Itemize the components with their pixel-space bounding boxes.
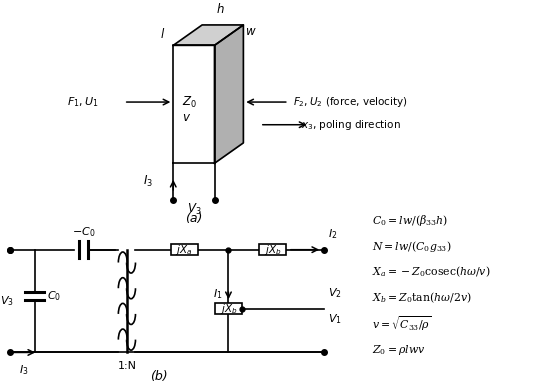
Text: $C_0$: $C_0$ [47, 289, 61, 303]
Text: $I_3$: $I_3$ [142, 174, 153, 189]
Text: (b): (b) [150, 370, 167, 383]
Text: $I_1$: $I_1$ [213, 287, 222, 301]
Text: $Z_0 = \rho lwv$: $Z_0 = \rho lwv$ [372, 343, 426, 357]
Text: $N = lw/(C_0g_{33})$: $N = lw/(C_0g_{33})$ [372, 239, 452, 254]
Text: $w$: $w$ [245, 25, 257, 38]
Text: $jX_b$: $jX_b$ [220, 302, 237, 316]
Polygon shape [173, 25, 244, 45]
Text: $V_1$: $V_1$ [328, 313, 342, 326]
Text: $V_3$: $V_3$ [0, 294, 14, 308]
Text: $Z_0$: $Z_0$ [182, 95, 196, 109]
Text: $V_3$: $V_3$ [186, 202, 201, 217]
Text: $X_a = -Z_0\mathrm{cosec}(h\omega/v)$: $X_a = -Z_0\mathrm{cosec}(h\omega/v)$ [372, 265, 491, 280]
Text: $V_2$: $V_2$ [328, 287, 342, 300]
Bar [170, 244, 197, 255]
Text: $v = \sqrt{C_{33}/\rho}$: $v = \sqrt{C_{33}/\rho}$ [372, 314, 432, 333]
Text: $F_2, U_2$ (force, velocity): $F_2, U_2$ (force, velocity) [293, 95, 408, 109]
Text: $jX_b$: $jX_b$ [264, 243, 282, 256]
Text: $F_1, U_1$: $F_1, U_1$ [67, 95, 98, 109]
Bar [260, 244, 287, 255]
Text: $v$: $v$ [182, 111, 191, 124]
Text: $-C_0$: $-C_0$ [72, 225, 96, 239]
Text: $jX_a$: $jX_a$ [175, 243, 192, 256]
Text: (a): (a) [185, 212, 202, 224]
Text: $h$: $h$ [216, 2, 225, 16]
Text: $I_2$: $I_2$ [328, 227, 338, 241]
Text: $X_b = Z_0\tan(h\omega/2v)$: $X_b = Z_0\tan(h\omega/2v)$ [372, 291, 472, 305]
Text: $I_3$: $I_3$ [19, 363, 29, 377]
Polygon shape [214, 25, 244, 163]
Text: $x_3$, poling direction: $x_3$, poling direction [301, 118, 400, 132]
Bar [215, 303, 242, 314]
Polygon shape [173, 45, 214, 163]
Text: 1:N: 1:N [117, 361, 136, 371]
Text: $l$: $l$ [160, 27, 165, 41]
Text: $C_0 = lw/(\beta_{33}h)$: $C_0 = lw/(\beta_{33}h)$ [372, 213, 448, 228]
